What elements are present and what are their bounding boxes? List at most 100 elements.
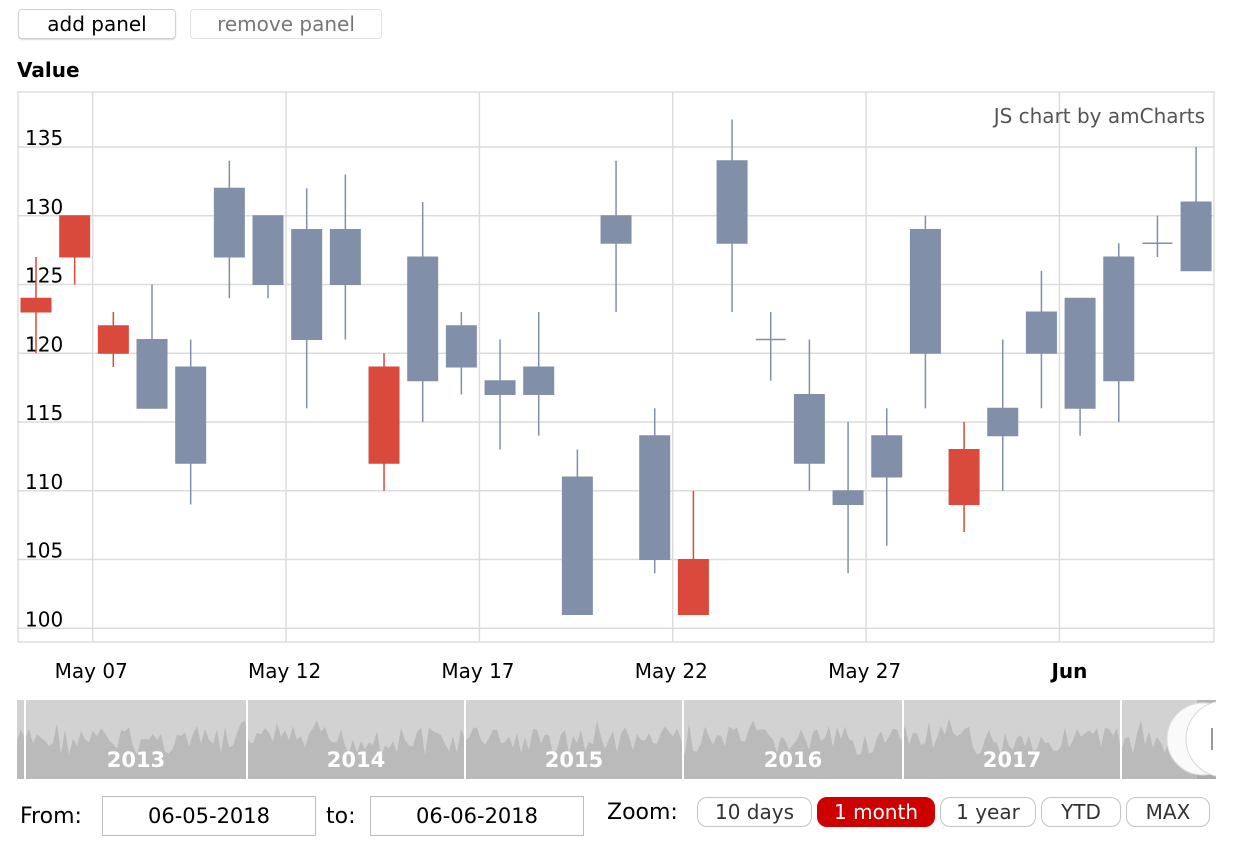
candle-body — [832, 490, 864, 505]
candle[interactable] — [175, 339, 207, 505]
x-axis: May 07 May 12 May 17 May 22 May 27 Jun — [55, 659, 1088, 683]
y-tick-label: 125 — [25, 264, 63, 288]
candle-body — [716, 160, 748, 244]
candle-body — [368, 366, 400, 464]
candle-body — [600, 215, 632, 244]
candle-body — [329, 229, 361, 285]
candle[interactable] — [755, 312, 786, 381]
scrollbar-area-series — [17, 718, 1216, 779]
candle-body — [1064, 297, 1096, 409]
scrollbar-year-label: 2013 — [107, 748, 165, 772]
x-tick-label: May 07 — [55, 659, 128, 683]
candle-body — [793, 394, 825, 464]
scrollbar-year-label: 2015 — [545, 748, 603, 772]
scrollbar-year-label: 2016 — [764, 748, 822, 772]
candle[interactable] — [677, 490, 709, 615]
from-date-input[interactable] — [102, 796, 316, 836]
stock-chart[interactable]: JS chart by amCharts 1001051101151201251… — [0, 0, 1244, 790]
chart-scrollbar[interactable]: 2013 2014 2015 2016 2017 — [17, 660, 1244, 780]
candle[interactable] — [407, 202, 439, 422]
candle[interactable] — [136, 284, 168, 409]
candle-body — [523, 366, 555, 395]
candle-body — [59, 215, 91, 258]
y-tick-label: 105 — [25, 539, 63, 563]
candle-body — [677, 559, 709, 615]
zoom-max-button[interactable]: MAX — [1126, 797, 1210, 827]
candle-body — [175, 366, 207, 464]
zoom-1-month-button[interactable]: 1 month — [817, 797, 935, 827]
candle[interactable] — [909, 215, 941, 409]
candle-body — [252, 215, 284, 285]
candle[interactable] — [1103, 243, 1135, 422]
candle[interactable] — [445, 312, 477, 395]
x-tick-label: May 12 — [248, 659, 321, 683]
candle[interactable] — [716, 119, 748, 313]
candle-body — [407, 256, 439, 382]
scrollbar-year-label: 2014 — [327, 748, 385, 772]
candle[interactable] — [1180, 147, 1212, 272]
x-tick-label: May 22 — [635, 659, 708, 683]
candle-body — [445, 325, 477, 368]
y-tick-label: 110 — [25, 470, 63, 494]
candle-body — [987, 407, 1019, 437]
add-panel-button[interactable]: add panel — [18, 9, 176, 39]
zoom-ytd-button[interactable]: YTD — [1041, 797, 1121, 827]
candle[interactable] — [600, 160, 632, 312]
candle[interactable] — [97, 312, 129, 367]
candle-body — [1180, 201, 1212, 272]
candle[interactable] — [948, 422, 980, 532]
candle[interactable] — [213, 160, 245, 299]
remove-panel-button[interactable]: remove panel — [190, 9, 382, 39]
candle-body — [213, 187, 245, 258]
y-tick-label: 135 — [25, 126, 63, 150]
candle[interactable] — [1064, 297, 1096, 436]
candle[interactable] — [484, 339, 516, 450]
candle[interactable] — [1025, 270, 1057, 409]
candle[interactable] — [987, 339, 1019, 491]
candle[interactable] — [523, 312, 555, 436]
candle[interactable] — [20, 257, 52, 354]
candle[interactable] — [329, 174, 361, 340]
y-tick-label: 130 — [25, 195, 63, 219]
candle[interactable] — [291, 188, 323, 409]
amcharts-credit[interactable]: JS chart by amCharts — [992, 104, 1205, 128]
panel-title: Value — [17, 58, 80, 82]
period-selector: From: to: Zoom: 10 days 1 month 1 year Y… — [0, 790, 1244, 840]
candle[interactable] — [561, 449, 593, 615]
candle-body — [639, 435, 671, 560]
zoom-label: Zoom: — [607, 800, 678, 825]
y-tick-label: 120 — [25, 332, 63, 356]
candle-body — [561, 476, 593, 615]
candle-body — [1025, 311, 1057, 354]
x-tick-label: Jun — [1049, 659, 1087, 683]
candle-body — [909, 229, 941, 354]
candle-body — [948, 449, 980, 505]
candle-body — [871, 435, 903, 478]
candle[interactable] — [59, 215, 91, 285]
from-label: From: — [20, 804, 82, 829]
candle-body — [97, 325, 129, 354]
y-axis: 100 105 110 115 120 125 130 135 — [25, 126, 63, 631]
scrollbar-year-label: 2017 — [983, 748, 1041, 772]
zoom-1-year-button[interactable]: 1 year — [940, 797, 1036, 827]
scrollbar-edge-mask — [1216, 660, 1244, 780]
candle-body — [484, 380, 516, 395]
candle-body — [136, 339, 168, 409]
x-tick-label: May 17 — [441, 659, 514, 683]
zoom-10-days-button[interactable]: 10 days — [697, 797, 812, 827]
candle[interactable] — [368, 353, 400, 491]
candle[interactable] — [639, 408, 671, 574]
candle[interactable] — [871, 408, 903, 546]
candle-series — [20, 119, 1212, 615]
y-tick-label: 100 — [25, 607, 63, 631]
to-label: to: — [326, 804, 356, 829]
x-tick-label: May 27 — [828, 659, 901, 683]
candle[interactable] — [793, 339, 825, 491]
candle-body — [1103, 256, 1135, 382]
to-date-input[interactable] — [370, 796, 584, 836]
candle-body — [291, 229, 323, 340]
candle[interactable] — [832, 422, 864, 574]
y-tick-label: 115 — [25, 401, 63, 425]
candle[interactable] — [252, 215, 284, 299]
candle[interactable] — [1142, 215, 1173, 257]
